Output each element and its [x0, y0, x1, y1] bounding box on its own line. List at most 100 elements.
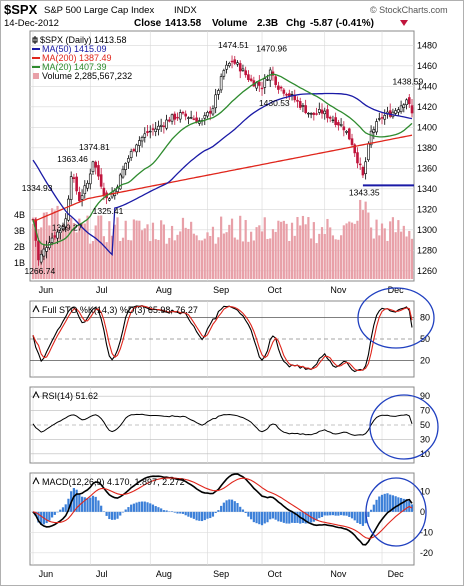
macd-histogram-bar — [280, 511, 283, 522]
candle-body — [91, 161, 95, 172]
macd-histogram-bar — [91, 495, 95, 512]
volume-bar — [124, 220, 127, 279]
macd-histogram-bar — [203, 511, 206, 521]
volume-bar — [252, 240, 255, 279]
macd-histogram-bar — [345, 511, 348, 516]
macd-histogram-bar — [405, 499, 408, 512]
rsi-tick-label: 10 — [420, 449, 430, 459]
header-name: S&P 500 Large Cap Index — [44, 5, 154, 16]
macd-histogram-bar — [192, 511, 195, 519]
candle-body — [361, 167, 365, 176]
candle-body — [356, 152, 359, 164]
candle-body — [219, 76, 223, 91]
candle-body — [88, 173, 92, 185]
volume-bar — [271, 229, 275, 279]
candle-body — [97, 165, 100, 177]
macd-histogram-bar — [146, 502, 149, 512]
price-legend-candle-icon — [32, 36, 38, 44]
volume-bar — [410, 238, 414, 279]
macd-histogram-bar — [244, 511, 247, 513]
volume-bar — [359, 199, 362, 279]
macd-x-tick-label: Nov — [330, 569, 347, 579]
header-chg-value: -5.87 (-0.41%) — [310, 18, 374, 29]
volume-bar — [154, 239, 157, 279]
macd-histogram-bar — [40, 511, 43, 525]
volume-bar — [225, 232, 228, 279]
macd-title: MACD(12,26,9) 4.170, 1.897, 2.272 — [42, 477, 185, 487]
candle-body — [214, 94, 217, 109]
price-tick-label: 1420 — [417, 102, 437, 112]
volume-bar — [380, 223, 384, 279]
volume-bar — [383, 228, 386, 279]
volume-bar — [140, 230, 144, 279]
candle-body — [367, 143, 370, 161]
volume-bar — [334, 239, 337, 279]
macd-histogram-bar — [100, 505, 103, 512]
volume-bar — [233, 237, 236, 279]
candle-body — [377, 118, 381, 120]
candle-body — [108, 198, 111, 201]
candle-body — [184, 113, 187, 117]
candle-body — [410, 105, 414, 114]
volume-bar — [222, 233, 225, 279]
volume-bar — [356, 220, 359, 279]
sto-tick-label: 80 — [420, 312, 430, 322]
candle-body — [364, 161, 367, 175]
macd-histogram-bar — [48, 511, 51, 521]
candle-body — [135, 144, 138, 153]
price-annotation: 1430.53 — [259, 98, 290, 108]
macd-histogram-bar — [78, 494, 81, 512]
price-x-tick-label: Jun — [39, 285, 54, 295]
candle-body — [315, 113, 318, 115]
volume-bar — [402, 225, 405, 279]
macd-histogram-bar — [94, 496, 97, 512]
candle-body — [345, 131, 348, 133]
macd-histogram-bar — [86, 498, 89, 512]
volume-bar — [345, 223, 348, 279]
candle-body — [78, 191, 81, 202]
price-annotation: 1474.51 — [218, 40, 249, 50]
candle-body — [296, 99, 299, 102]
volume-bar — [337, 239, 340, 279]
macd-histogram-bar — [383, 493, 386, 512]
candle-body — [244, 70, 247, 76]
candle-body — [307, 112, 310, 115]
volume-bar — [48, 225, 51, 279]
legend-ma200: MA(200) 1387.49 — [42, 53, 112, 63]
header-date: 14-Dec-2012 — [4, 18, 59, 29]
sto-legend: Full STO %K(14,3) %D(3) 65.98, 76.27 — [32, 304, 198, 315]
macd-histogram-bar — [119, 511, 122, 516]
macd-histogram-bar — [214, 511, 217, 514]
macd-histogram-bar — [380, 494, 384, 512]
candle-body — [309, 113, 313, 115]
candle-body — [208, 110, 212, 114]
price-legend: $SPX (Daily) 1413.58 MA(50) 1415.09 MA(2… — [32, 35, 132, 81]
candle-body — [162, 125, 166, 128]
volume-bar — [320, 227, 324, 279]
macd-histogram-bar — [184, 511, 187, 516]
candle-body — [50, 237, 54, 243]
price-tick-label: 1400 — [417, 122, 437, 132]
volume-bar — [350, 222, 354, 279]
volume-bar — [70, 217, 73, 279]
macd-histogram-bar — [225, 500, 228, 512]
price-annotation: 1374.81 — [79, 142, 110, 152]
macd-histogram-bar — [236, 503, 239, 512]
macd-histogram-bar — [348, 511, 351, 517]
macd-histogram-bar — [375, 499, 378, 512]
candle-body — [304, 105, 307, 114]
volume-bar — [64, 227, 67, 279]
candle-body — [129, 151, 133, 158]
macd-histogram-bar — [370, 509, 373, 512]
candle-body — [358, 163, 362, 166]
macd-histogram-bar — [228, 499, 231, 512]
header-close-label: Close — [134, 18, 162, 29]
macd-histogram-bar — [140, 501, 144, 512]
price-tick-label: 1380 — [417, 143, 437, 153]
volume-bar — [151, 222, 155, 279]
candle-body — [323, 110, 327, 115]
candle-body — [72, 177, 76, 180]
header-volume-label: Volume — [212, 18, 248, 29]
macd-histogram-bar — [113, 511, 116, 520]
